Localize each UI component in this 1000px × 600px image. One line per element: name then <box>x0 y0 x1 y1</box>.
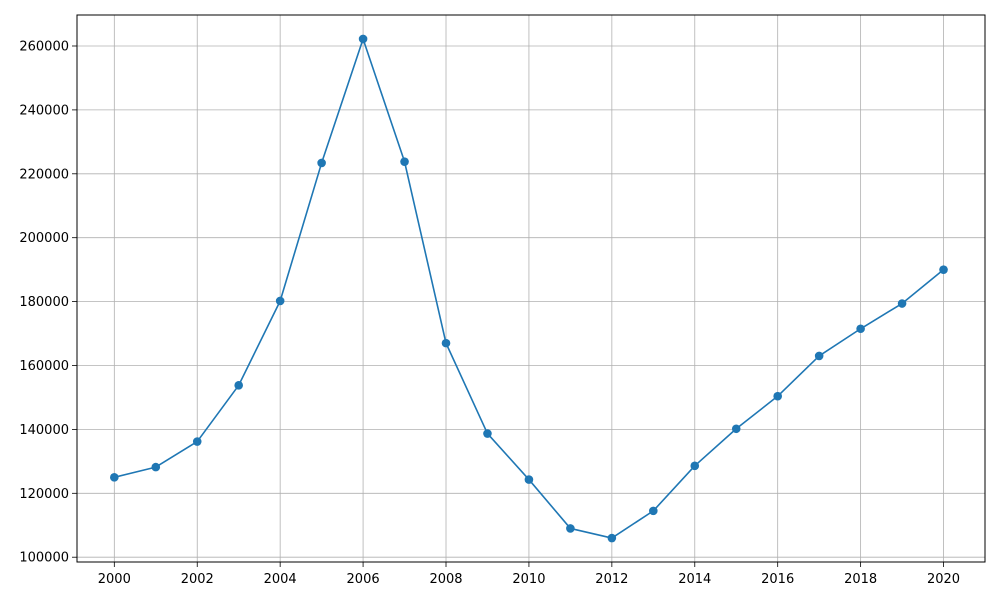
data-point <box>234 381 243 390</box>
plot-frame <box>76 14 986 563</box>
data-point <box>110 473 119 482</box>
data-point <box>483 429 492 438</box>
x-tick-label: 2020 <box>927 572 960 587</box>
x-tick-label: 2014 <box>678 572 711 587</box>
data-point <box>441 338 451 348</box>
x-tick-label: 2002 <box>181 572 214 587</box>
y-tick-label: 160000 <box>19 359 69 374</box>
x-tick-label: 2004 <box>264 572 297 587</box>
data-point <box>773 391 782 401</box>
y-tick-label: 220000 <box>19 167 69 182</box>
data-point <box>607 533 617 543</box>
data-point <box>566 524 575 533</box>
y-axis: 100000 120000 140000 160000 180000 200000 2200… <box>19 39 77 566</box>
grid <box>77 15 985 562</box>
x-tick-label: 2000 <box>98 572 131 587</box>
y-tick-label: 120000 <box>19 487 69 502</box>
data-point <box>275 296 285 306</box>
data-point <box>192 437 202 446</box>
y-tick-label: 240000 <box>19 103 69 118</box>
data-point <box>151 462 161 472</box>
x-tick-label: 2012 <box>595 572 628 587</box>
data-point <box>358 34 368 44</box>
data-point <box>524 475 534 484</box>
x-tick-label: 2008 <box>429 572 462 587</box>
data-point <box>939 265 948 274</box>
y-tick-label: 260000 <box>19 39 69 54</box>
y-tick-label: 100000 <box>19 551 69 566</box>
series-layer <box>110 34 948 543</box>
x-tick-label: 2016 <box>761 572 794 587</box>
data-point <box>317 158 326 168</box>
data-point <box>897 299 907 308</box>
data-point <box>690 461 700 471</box>
y-tick-label: 140000 <box>19 423 69 438</box>
data-point <box>814 351 824 361</box>
x-tick-label: 2010 <box>512 572 545 587</box>
y-tick-label: 200000 <box>19 231 69 246</box>
x-tick-label: 2018 <box>844 572 877 587</box>
y-tick-label: 180000 <box>19 295 69 310</box>
data-point <box>400 157 409 166</box>
data-point <box>731 424 741 434</box>
x-axis: 2000 2002 2004 2006 2008 2010 2012 2014 2016 2018… <box>98 562 960 587</box>
data-point <box>856 324 865 334</box>
x-tick-label: 2006 <box>347 572 380 587</box>
data-point <box>649 506 658 516</box>
